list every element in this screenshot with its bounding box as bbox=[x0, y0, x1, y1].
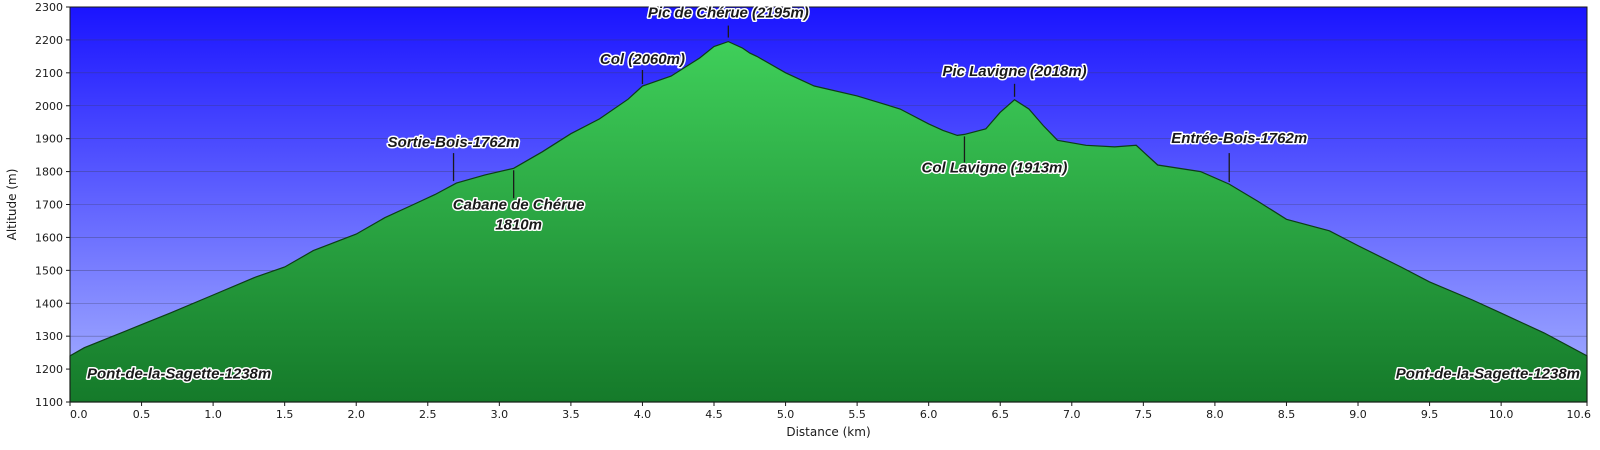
x-tick-label: 2.5 bbox=[419, 408, 437, 421]
y-axis-title: Altitude (m) bbox=[5, 169, 19, 241]
x-tick-label: 5.0 bbox=[777, 408, 795, 421]
x-tick-label: 8.0 bbox=[1206, 408, 1224, 421]
annotation-label: Pic Lavigne (2018m) bbox=[942, 63, 1086, 80]
x-tick-label: 8.5 bbox=[1278, 408, 1296, 421]
elevation-area bbox=[69, 40, 1588, 403]
x-tick-label: 9.0 bbox=[1349, 408, 1367, 421]
x-tick-label: 7.0 bbox=[1063, 408, 1081, 421]
y-tick-label: 1500 bbox=[35, 264, 63, 277]
annotation-label: Col Lavigne (1913m) bbox=[922, 159, 1068, 176]
x-tick-label: 0.0 bbox=[70, 408, 88, 421]
x-tick-label: 2.0 bbox=[347, 408, 365, 421]
y-tick-label: 1600 bbox=[35, 231, 63, 244]
x-tick-label: 4.5 bbox=[705, 408, 723, 421]
annotation-label: Pont-de-la-Sagette-1238m bbox=[87, 366, 271, 383]
y-tick-label: 1700 bbox=[35, 199, 63, 212]
x-tick-label: 7.5 bbox=[1135, 408, 1153, 421]
x-tick-label: 3.5 bbox=[562, 408, 580, 421]
annotation-label: Col (2060m) bbox=[600, 51, 685, 68]
x-tick-label: 6.5 bbox=[991, 408, 1009, 421]
annotation-label: Cabane de Chérue bbox=[453, 196, 585, 213]
x-axis-title: Distance (km) bbox=[786, 425, 870, 439]
y-tick-label: 2200 bbox=[35, 34, 63, 47]
annotation-label: Pic de Chérue (2195m) bbox=[648, 5, 809, 22]
x-tick-label: 4.0 bbox=[634, 408, 652, 421]
annotation-label-line2: 1810m bbox=[495, 216, 542, 233]
x-tick-label: 5.5 bbox=[848, 408, 866, 421]
x-tick-label: 10.0 bbox=[1489, 408, 1514, 421]
x-tick-label: 0.5 bbox=[133, 408, 151, 421]
annotation-label: Pont-de-la-Sagette-1238m bbox=[1396, 366, 1580, 383]
y-tick-label: 1100 bbox=[35, 396, 63, 409]
y-tick-label: 1900 bbox=[35, 133, 63, 146]
y-tick-label: 2300 bbox=[35, 1, 63, 14]
x-tick-label: 1.0 bbox=[204, 408, 222, 421]
y-tick-label: 1800 bbox=[35, 166, 63, 179]
x-tick-label: 6.0 bbox=[920, 408, 938, 421]
x-axis: 0.0 0.5 1.0 1.5 2.0 2.5 3.0 3.5 4.0 4.5 5.0 5.5 6.0 6… bbox=[69, 402, 1592, 421]
x-tick-label: 1.5 bbox=[276, 408, 294, 421]
y-tick-label: 1200 bbox=[35, 363, 63, 376]
y-axis: 1100 1200 1300 1400 1500 1600 1700 1800 1900 2000… bbox=[35, 1, 70, 409]
annotation-label: Sortie-Bois-1762m bbox=[388, 134, 520, 151]
y-tick-label: 2100 bbox=[35, 67, 63, 80]
annotation-label: Entrée-Bois-1762m bbox=[1171, 130, 1307, 147]
y-tick-label: 2000 bbox=[35, 100, 63, 113]
x-tick-label: 10.6 bbox=[1567, 408, 1592, 421]
y-tick-label: 1300 bbox=[35, 330, 63, 343]
y-tick-label: 1400 bbox=[35, 297, 63, 310]
x-tick-label: 9.5 bbox=[1421, 408, 1439, 421]
x-tick-label: 3.0 bbox=[491, 408, 509, 421]
annotations: Pic de Chérue (2195m) Col (2060m) Pic Lavi… bbox=[86, 3, 1582, 384]
